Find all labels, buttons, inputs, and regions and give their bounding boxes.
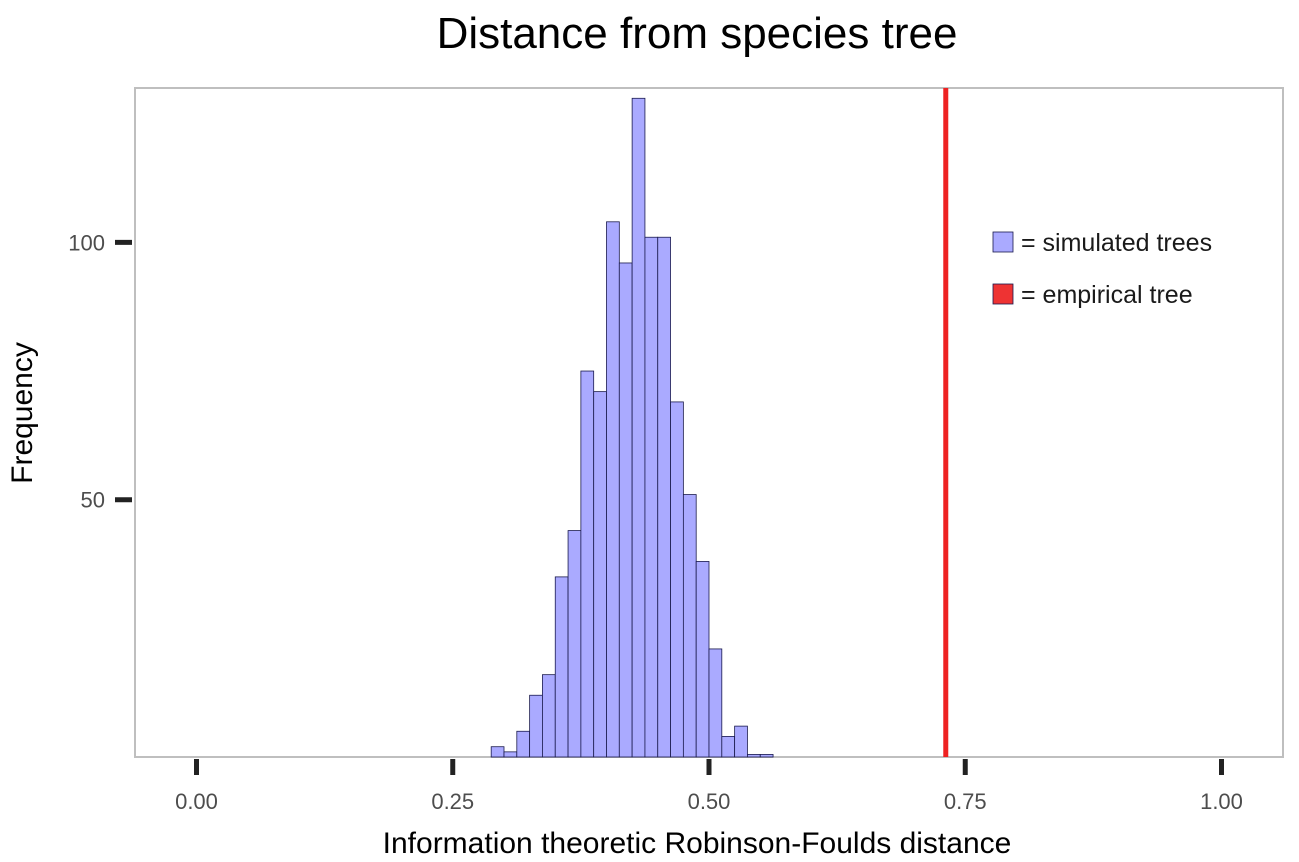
x-tick-label: 1.00 [1200,789,1243,814]
x-tick-label: 0.75 [944,789,987,814]
y-axis: 50 100 [68,230,132,513]
histogram-bar [734,725,748,758]
histogram-bar [644,236,659,758]
y-tick-label: 50 [81,488,105,513]
histogram-bar [682,494,697,758]
histogram-bar [721,736,736,758]
histogram-bar [618,262,633,758]
histogram-bar [631,97,646,758]
histogram-bar [503,751,518,758]
histogram-bars [490,97,774,758]
histogram-bar [695,561,710,758]
histogram-bar [542,674,556,758]
grid-lines [135,88,1283,757]
histogram-bar [554,576,569,758]
histogram-bar [606,221,620,758]
legend-label: = empirical tree [1021,281,1193,309]
histogram-bar [490,746,505,758]
chart-title: Distance from species tree [437,9,958,58]
legend-key [992,231,1014,253]
legend-label: = simulated trees [1021,229,1212,257]
histogram-bar [657,236,671,758]
histogram-bar [529,694,543,758]
histogram-bar [759,754,774,758]
x-tick-label: 0.25 [431,789,474,814]
histogram-bar [516,730,531,758]
histogram-bar [747,754,761,758]
x-tick-label: 0.50 [688,789,731,814]
legend: = simulated trees = empirical tree [992,229,1212,309]
histogram-bar [567,530,582,758]
legend-key [992,283,1014,305]
x-axis-title: Information theoretic Robinson-Foulds di… [383,827,1012,860]
y-tick-label: 100 [68,230,105,255]
x-axis: 0.00 0.25 0.50 0.75 1.00 [175,759,1243,814]
histogram-bar [593,391,607,758]
histogram-bar [708,648,723,758]
histogram-bar [670,401,684,758]
y-axis-title: Frequency [6,342,39,484]
histogram-bar [580,370,595,758]
x-tick-label: 0.00 [175,789,218,814]
